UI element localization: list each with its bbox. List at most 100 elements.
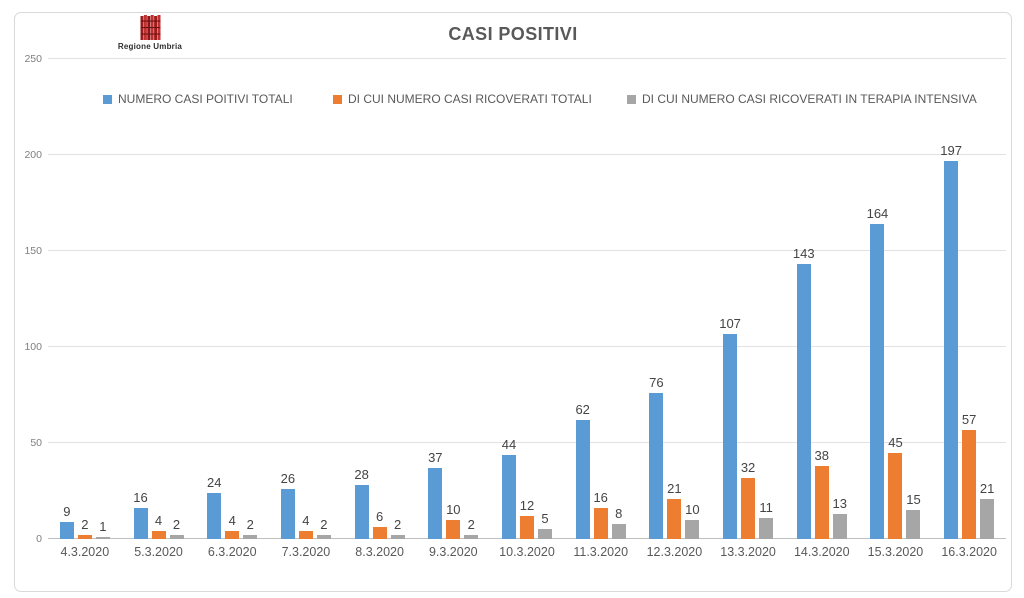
plot-area: 9 2 1 16 4 2 24 4 2 26 4 2 28 6 2 37 10 2 44 12 5 62 16 8 76 21 10… bbox=[48, 58, 1006, 539]
bar-slot: 9 bbox=[59, 59, 74, 539]
x-axis-category-label: 8.3.2020 bbox=[355, 545, 404, 559]
bar-value-label: 16 bbox=[593, 490, 608, 506]
bar-value-label: 12 bbox=[519, 497, 535, 513]
bar bbox=[501, 454, 516, 539]
bar bbox=[95, 537, 110, 539]
gridline bbox=[48, 58, 1006, 59]
bar-slot: 32 bbox=[741, 59, 755, 539]
bar-value-label: 38 bbox=[814, 448, 829, 464]
regione-umbria-logo: Regione Umbria bbox=[95, 15, 205, 51]
legend-label: DI CUI NUMERO CASI RICOVERATI IN TERAPIA… bbox=[642, 92, 977, 106]
bar bbox=[611, 523, 626, 539]
bar bbox=[316, 535, 331, 539]
bar-slot: 4 bbox=[225, 59, 240, 539]
bar-value-label: 10 bbox=[446, 501, 461, 517]
bar-value-label: 2 bbox=[246, 517, 254, 533]
bar-value-label: 197 bbox=[940, 142, 962, 158]
y-axis-tick-label: 0 bbox=[36, 533, 42, 545]
bar-group: 26 4 2 bbox=[269, 59, 343, 539]
bar-slot: 10 bbox=[446, 59, 461, 539]
bar-value-label: 4 bbox=[228, 513, 236, 529]
bar-group: 62 16 8 bbox=[564, 59, 638, 539]
bar bbox=[980, 498, 995, 539]
bar-value-label: 21 bbox=[667, 480, 682, 496]
bar-value-label: 8 bbox=[615, 505, 623, 521]
bar-slot: 8 bbox=[611, 59, 626, 539]
bar-slot: 1 bbox=[95, 59, 110, 539]
bar-slot: 38 bbox=[815, 59, 829, 539]
bar-value-label: 2 bbox=[393, 517, 402, 533]
bar-slot: 21 bbox=[667, 59, 682, 539]
regione-umbria-logo-text: Regione Umbria bbox=[117, 42, 183, 51]
bar-value-label: 11 bbox=[759, 499, 773, 515]
regione-umbria-logo-icon bbox=[140, 15, 160, 40]
bar-value-label: 164 bbox=[866, 206, 889, 222]
bar-group: 143 38 13 bbox=[785, 59, 859, 539]
bar bbox=[870, 224, 885, 539]
bar-value-label: 4 bbox=[302, 513, 310, 529]
bar-value-label: 2 bbox=[467, 517, 475, 533]
bar-group: 107 32 11 bbox=[711, 59, 785, 539]
x-axis-category-label: 4.3.2020 bbox=[60, 545, 110, 559]
bar-slot: 15 bbox=[906, 59, 921, 539]
bar-group: 24 4 2 bbox=[195, 59, 269, 539]
gridline bbox=[48, 154, 1006, 155]
bar-slot: 57 bbox=[962, 59, 976, 539]
bar-slot: 16 bbox=[133, 59, 148, 539]
bar-value-label: 76 bbox=[649, 375, 664, 391]
bar bbox=[741, 477, 756, 539]
bar-slot: 44 bbox=[502, 59, 516, 539]
bar-slot: 11 bbox=[759, 59, 774, 539]
bar-value-label: 57 bbox=[961, 411, 977, 427]
bar bbox=[537, 529, 552, 539]
bar-value-label: 37 bbox=[428, 449, 443, 465]
bar-slot: 21 bbox=[980, 59, 994, 539]
bar bbox=[298, 531, 313, 539]
bar-value-label: 1 bbox=[99, 519, 107, 534]
bar-value-label: 45 bbox=[888, 434, 903, 450]
legend-item: DI CUI NUMERO CASI RICOVERATI IN TERAPIA… bbox=[627, 92, 977, 106]
x-axis-category-label: 10.3.2020 bbox=[499, 545, 555, 559]
bar-value-label: 2 bbox=[320, 517, 328, 533]
bar-slot: 2 bbox=[243, 59, 258, 539]
bar-value-label: 28 bbox=[354, 467, 369, 483]
x-axis-category-label: 11.3.2020 bbox=[573, 545, 629, 559]
x-axis-category-label: 9.3.2020 bbox=[428, 545, 478, 559]
legend-swatch-icon bbox=[103, 94, 112, 104]
legend-label: NUMERO CASI POITIVI TOTALI bbox=[118, 92, 293, 106]
bar-value-label: 2 bbox=[81, 517, 89, 533]
bar-slot: 2 bbox=[316, 59, 331, 539]
bar bbox=[723, 333, 738, 539]
bar-group: 44 12 5 bbox=[490, 59, 564, 539]
bar bbox=[667, 498, 682, 539]
bar-slot: 16 bbox=[593, 59, 608, 539]
bar-slot: 2 bbox=[77, 59, 92, 539]
bar-slot: 197 bbox=[940, 59, 962, 539]
bar bbox=[446, 519, 461, 539]
bar-value-label: 5 bbox=[541, 511, 549, 527]
legend-swatch-icon bbox=[627, 94, 636, 104]
bar-slot: 143 bbox=[793, 59, 815, 539]
legend-item: NUMERO CASI POITIVI TOTALI bbox=[103, 92, 293, 106]
bar bbox=[519, 515, 534, 539]
bar-slot: 6 bbox=[372, 59, 387, 539]
bar-slot: 26 bbox=[281, 59, 295, 539]
bar bbox=[59, 521, 74, 539]
bar bbox=[207, 492, 222, 539]
bar-slot: 28 bbox=[354, 59, 369, 539]
bar bbox=[464, 535, 479, 539]
bar bbox=[225, 531, 240, 539]
bar-slot: 2 bbox=[390, 59, 405, 539]
x-axis-category-label: 15.3.2020 bbox=[867, 545, 924, 559]
x-axis-category-label: 16.3.2020 bbox=[941, 545, 997, 559]
y-axis-tick-label: 250 bbox=[24, 53, 42, 65]
bar bbox=[133, 508, 148, 539]
bar-value-label: 6 bbox=[375, 509, 384, 525]
y-axis-tick-label: 50 bbox=[30, 437, 42, 449]
bar-value-label: 9 bbox=[63, 503, 71, 519]
bar-slot: 4 bbox=[298, 59, 313, 539]
bar-slot: 62 bbox=[575, 59, 590, 539]
bar-slot: 24 bbox=[207, 59, 221, 539]
bar-value-label: 107 bbox=[719, 315, 741, 331]
